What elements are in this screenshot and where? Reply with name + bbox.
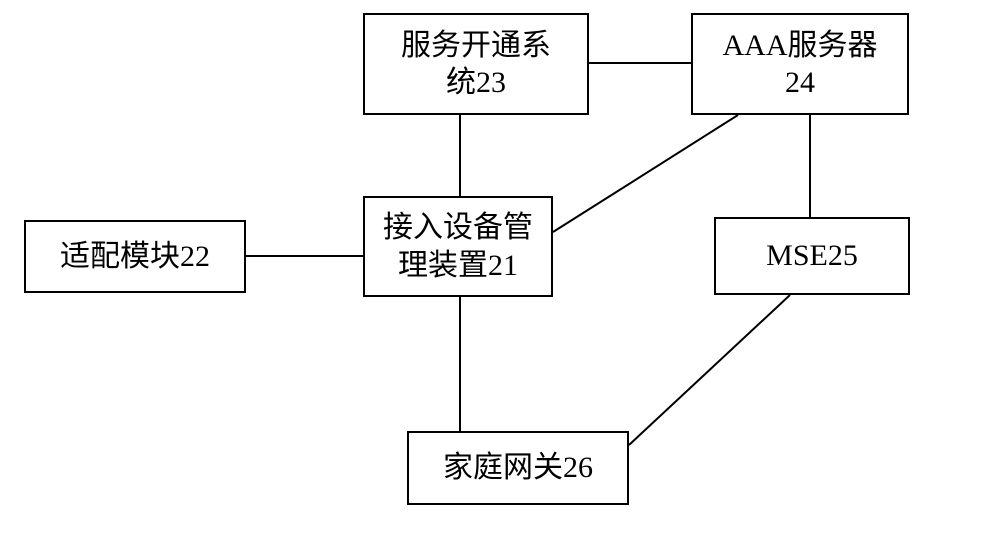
edge: [629, 295, 790, 445]
edge: [553, 115, 738, 232]
node-access-mgr: 接入设备管理装置21: [363, 196, 553, 297]
node-mse: MSE25: [714, 217, 910, 295]
node-label: 接入设备管理装置21: [383, 209, 533, 284]
diagram-canvas: 服务开通系统23 AAA服务器24 适配模块22 接入设备管理装置21 MSE2…: [0, 0, 1000, 551]
node-label: 适配模块22: [60, 238, 210, 276]
node-label: MSE25: [766, 237, 858, 275]
node-label: 家庭网关26: [443, 449, 593, 487]
node-home-gw: 家庭网关26: [407, 431, 629, 505]
node-label: AAA服务器24: [723, 27, 878, 102]
node-label: 服务开通系统23: [401, 27, 551, 102]
node-aaa: AAA服务器24: [691, 13, 909, 115]
node-adapter: 适配模块22: [24, 220, 246, 293]
node-provisioning: 服务开通系统23: [363, 13, 589, 115]
